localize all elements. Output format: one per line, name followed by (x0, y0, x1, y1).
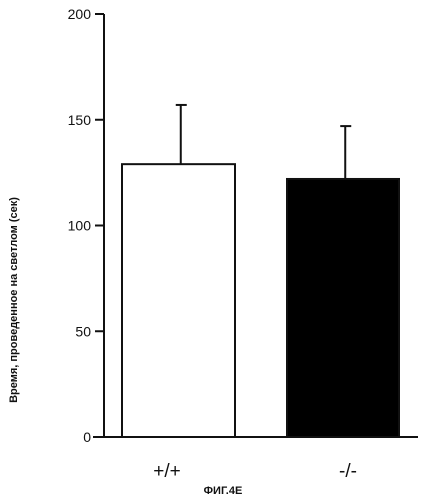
y-tick-label: 0 (83, 429, 91, 445)
y-axis-ticks: 0 50 100 150 200 (68, 6, 104, 445)
category-label: -/- (339, 461, 357, 482)
bar-knockout (287, 179, 399, 437)
y-axis-label: Время, проведенное на светлом (сек) (8, 197, 20, 403)
bars (122, 164, 399, 437)
y-tick-label: 100 (68, 218, 92, 234)
x-axis-categories: +/+ -/- (153, 461, 357, 482)
bar-wild-type (122, 164, 235, 437)
y-tick-label: 200 (68, 6, 92, 22)
y-tick-label: 150 (68, 112, 92, 128)
category-label: +/+ (153, 461, 180, 482)
figure-caption: ФИГ.4E (204, 485, 243, 497)
y-tick-label: 50 (75, 323, 91, 339)
